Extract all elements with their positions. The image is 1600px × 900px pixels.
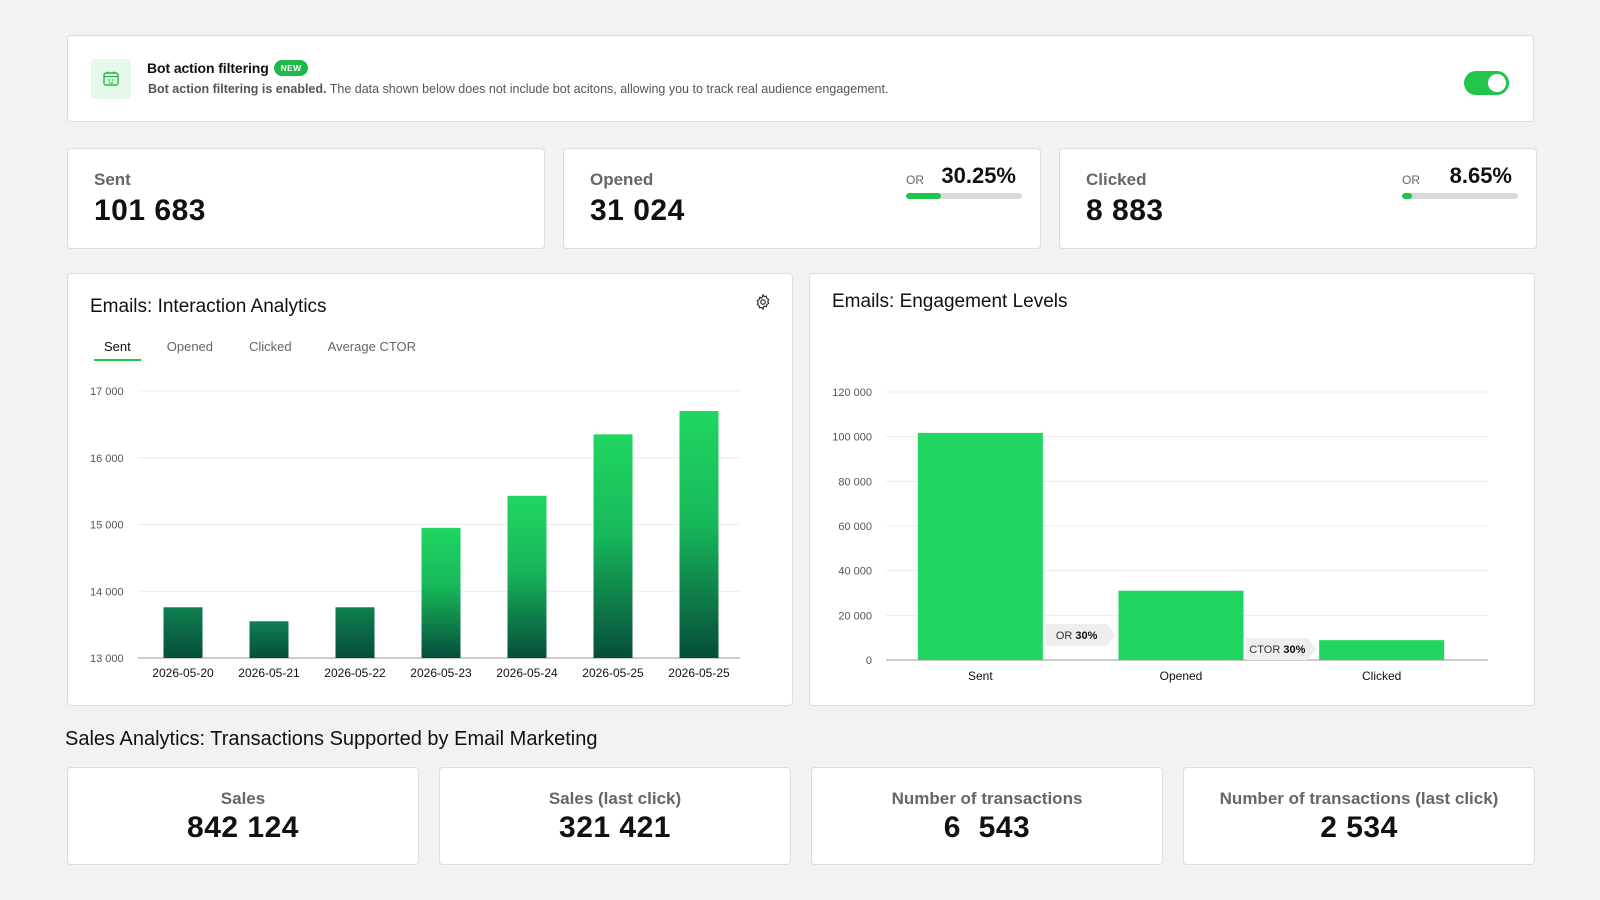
transactions-last-click-card: Number of transactions (last click) 2 53…: [1183, 767, 1535, 865]
x-tick-label: 2026-05-23: [410, 666, 472, 680]
conversion-step-label: CTOR 30%: [1249, 644, 1305, 656]
sales-card-value: 321 421: [559, 811, 671, 844]
bar: [249, 621, 289, 658]
open-rate-bar-fill: [906, 193, 942, 199]
bar: [1319, 640, 1445, 660]
tab-sent[interactable]: Sent: [94, 336, 141, 361]
banner-desc-bold: Bot action filtering is enabled.: [148, 82, 327, 96]
click-rate-bar: [1402, 193, 1518, 199]
y-tick-label: 16 000: [90, 453, 124, 465]
banner-desc-rest: The data shown below does not include bo…: [326, 82, 889, 96]
x-tick-label: 2026-05-20: [152, 666, 214, 680]
interaction-tabs: Sent Opened Clicked Average CTOR: [94, 336, 442, 361]
bot-filter-toggle[interactable]: [1464, 71, 1509, 95]
tab-clicked[interactable]: Clicked: [249, 339, 292, 354]
engagement-bar-chart: 0 20 000 40 000 60 000 80 000 100 000 120 000 S…: [832, 387, 1488, 683]
engagement-chart-title: Emails: Engagement Levels: [832, 291, 1068, 312]
conversion-step-arrow: [1246, 638, 1317, 660]
sales-card-label: Number of transactions: [891, 789, 1083, 808]
stat-label-clicked: Clicked: [1086, 170, 1147, 189]
new-badge: NEW: [273, 60, 309, 76]
y-tick-label: 15 000: [90, 520, 124, 532]
tab-opened[interactable]: Opened: [166, 339, 214, 354]
bot-filter-banner: Bot action filtering NEW Bot action filt…: [67, 35, 1534, 122]
tab-average-ctor[interactable]: Average CTOR: [327, 339, 417, 354]
sales-card-value: 6 543: [943, 811, 1031, 844]
y-tick-label: 20 000: [838, 610, 872, 622]
stat-label-sent: Sent: [94, 170, 131, 189]
y-tick-label: 0: [866, 655, 872, 667]
conversion-step-arrow: [1045, 624, 1116, 646]
y-tick-label: 120 000: [832, 387, 872, 399]
stat-value-clicked: 8 883: [1086, 194, 1164, 227]
bar: [507, 495, 547, 658]
y-tick-label: 60 000: [838, 521, 872, 533]
y-tick-label: 17 000: [90, 386, 124, 398]
transactions-card: Number of transactions 6 543: [811, 767, 1163, 865]
click-rate-bar-fill: [1402, 193, 1413, 199]
bar: [421, 527, 461, 658]
gear-icon[interactable]: [754, 293, 772, 311]
bar: [1118, 590, 1244, 660]
bar: [335, 607, 375, 658]
open-rate-value: 30.25%: [941, 163, 1016, 188]
x-tick-label: 2026-05-21: [238, 666, 300, 680]
y-tick-label: 80 000: [838, 476, 872, 488]
bot-calendar-icon: [91, 59, 131, 99]
bar: [163, 607, 203, 658]
interaction-bar-chart: 13 000 14 000 15 000 16 000 17 000 2026-05-20…: [90, 386, 740, 680]
x-tick-label: Clicked: [1362, 669, 1401, 683]
open-rate-label: OR: [906, 173, 924, 187]
bar: [593, 434, 633, 658]
engagement-levels-card: Emails: Engagement Levels 0 20 000 40 000 6…: [809, 273, 1535, 706]
conversion-step-label: OR 30%: [1056, 630, 1098, 642]
x-tick-label: 2026-05-22: [324, 666, 386, 680]
x-tick-label: 2026-05-24: [496, 666, 558, 680]
toggle-knob: [1488, 74, 1506, 92]
click-rate-value: 8.65%: [1449, 163, 1512, 188]
sales-card-value: 2 534: [1320, 811, 1398, 844]
x-tick-label: 2026-05-25: [582, 666, 644, 680]
sales-card-label: Number of transactions (last click): [1219, 789, 1499, 808]
x-tick-label: Sent: [968, 669, 993, 683]
sales-card-value: 842 124: [187, 811, 299, 844]
interaction-chart-title: Emails: Interaction Analytics: [90, 296, 327, 317]
sales-card-label: Sales: [220, 789, 266, 808]
sales-card: Sales 842 124: [67, 767, 419, 865]
bar: [679, 411, 719, 658]
stat-card-opened: Opened 31 024 OR 30.25%: [563, 148, 1041, 249]
stat-label-opened: Opened: [590, 170, 654, 189]
sales-card-label: Sales (last click): [548, 789, 682, 808]
open-rate-bar: [906, 193, 1022, 199]
sales-last-click-card: Sales (last click) 321 421: [439, 767, 791, 865]
y-tick-label: 13 000: [90, 653, 124, 665]
y-tick-label: 14 000: [90, 586, 124, 598]
y-tick-label: 100 000: [832, 432, 872, 444]
x-tick-label: 2026-05-25: [668, 666, 730, 680]
sales-section-title: Sales Analytics: Transactions Supported …: [65, 728, 598, 750]
stat-card-sent: Sent 101 683: [67, 148, 545, 249]
banner-title: Bot action filtering: [147, 60, 269, 76]
click-rate-label: OR: [1402, 173, 1420, 187]
stat-value-opened: 31 024: [590, 194, 685, 227]
y-tick-label: 40 000: [838, 566, 872, 578]
x-tick-label: Opened: [1160, 669, 1203, 683]
banner-description: Bot action filtering is enabled. The dat…: [148, 82, 888, 96]
interaction-analytics-card: Emails: Interaction Analytics Sent Opened…: [67, 273, 793, 706]
bar: [917, 432, 1043, 660]
stat-value-sent: 101 683: [94, 194, 206, 227]
stat-card-clicked: Clicked 8 883 OR 8.65%: [1059, 148, 1537, 249]
